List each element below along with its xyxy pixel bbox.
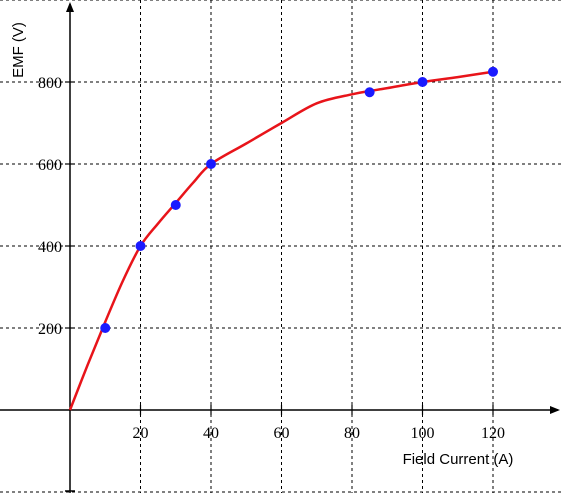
x-tick-label: 40 [203, 425, 219, 442]
x-tick-label: 120 [481, 425, 505, 442]
data-point [135, 241, 146, 251]
x-tick-label: 100 [411, 425, 435, 442]
y-axis-label: EMF (V) [10, 22, 27, 78]
y-tick-label: 200 [38, 321, 62, 338]
y-axis-arrow [66, 2, 74, 12]
data-point [364, 87, 375, 98]
y-tick-label: 800 [38, 75, 62, 92]
data-point [488, 66, 498, 77]
x-tick-label: 80 [344, 425, 360, 442]
y-tick-label: 600 [38, 157, 62, 174]
x-tick-label: 60 [274, 425, 290, 442]
data-point [417, 77, 428, 87]
data-point [206, 159, 216, 169]
data-point [100, 323, 111, 333]
series-group [68, 66, 498, 411]
tick-labels: 20 40 60 80 100 120 200 400 600 800 [38, 75, 505, 442]
series-curve [68, 70, 494, 411]
x-axis-label: Field Current (A) [403, 451, 514, 468]
data-point [170, 200, 181, 210]
x-tick-label: 20 [133, 425, 149, 442]
y-tick-label: 400 [38, 239, 62, 256]
x-axis-arrow [550, 406, 560, 414]
